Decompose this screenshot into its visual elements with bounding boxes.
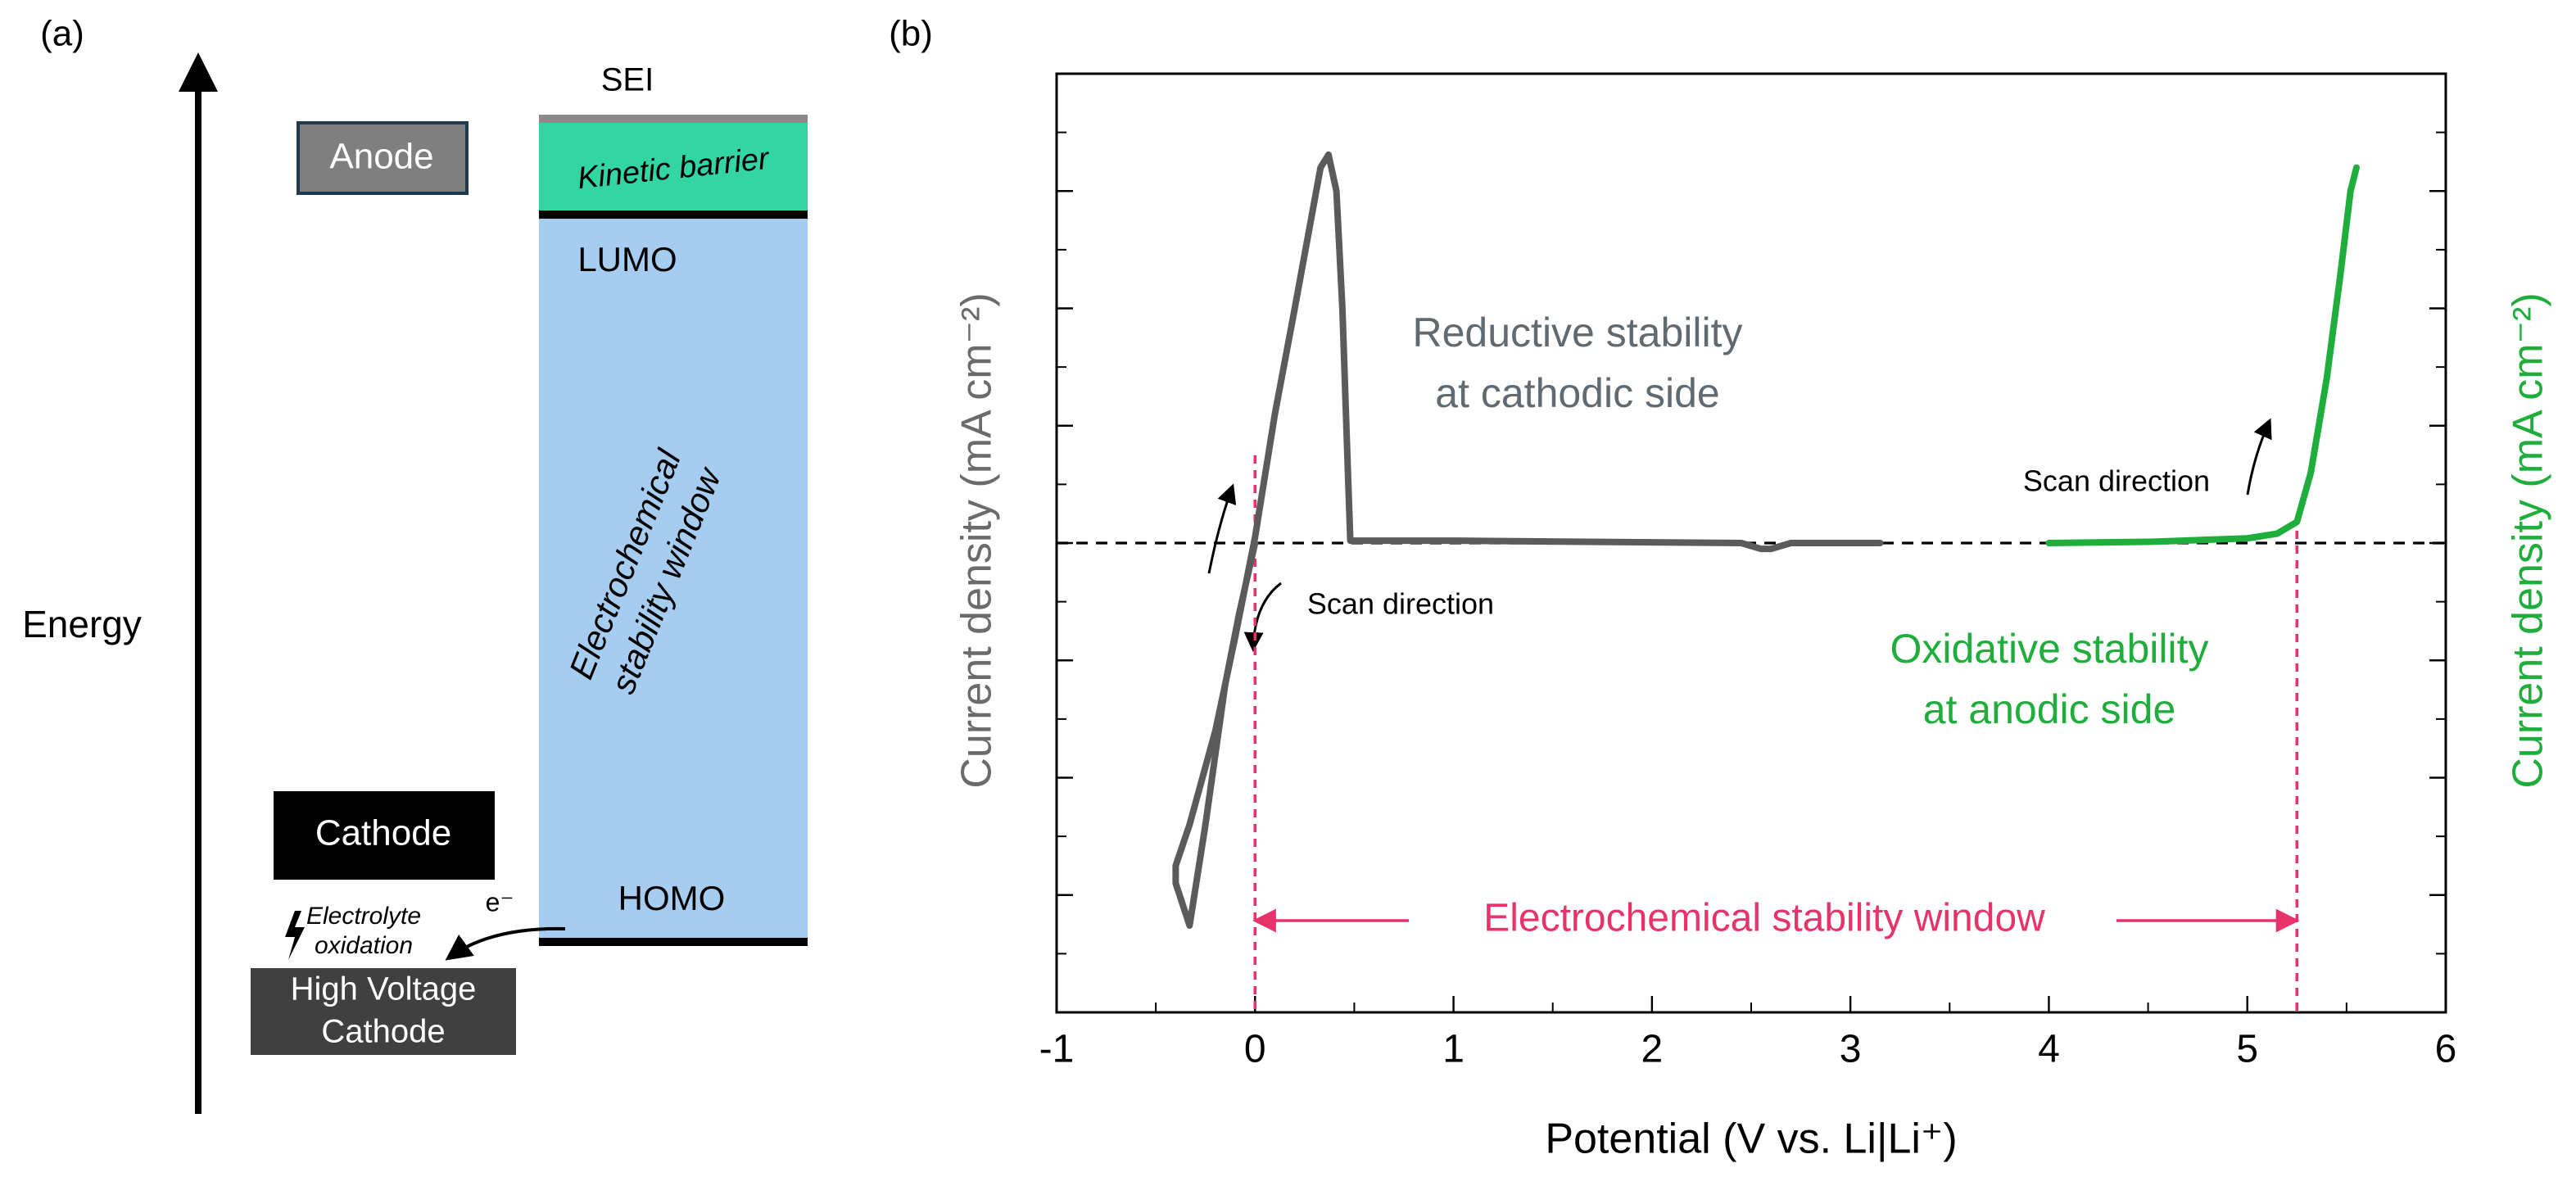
scan-arrow <box>2246 418 2272 496</box>
hv-cathode-label: Cathode <box>321 1014 445 1050</box>
cathode-box <box>274 791 495 880</box>
sei-layer <box>539 115 808 123</box>
cathode-label: Cathode <box>315 813 451 853</box>
x-tick-label: 2 <box>1641 1028 1664 1071</box>
panel-label: (a) <box>40 14 84 54</box>
x-tick-label: 1 <box>1442 1028 1465 1071</box>
homo-label: HOMO <box>618 879 726 917</box>
data-line <box>1172 151 1884 929</box>
oxidation-label: oxidation <box>315 932 413 959</box>
annotation: Scan direction <box>2023 464 2210 498</box>
anode-box <box>297 121 469 195</box>
scan-arrow <box>1243 582 1282 652</box>
x-tick-label: 3 <box>1840 1028 1862 1071</box>
oxidation-label: Electrolyte <box>306 903 421 930</box>
lightning-icon <box>285 911 305 960</box>
window-text: Electrochemical stability window <box>1483 897 2045 940</box>
sei-label: SEI <box>601 62 654 98</box>
y2-axis-label: Current density (mA cm⁻²) <box>2505 292 2552 788</box>
electron-arrow <box>445 926 566 961</box>
energy-label: Energy <box>22 603 142 645</box>
hv-cathode-box <box>251 968 516 1055</box>
x-tick-label: 6 <box>2435 1028 2457 1071</box>
lumo-label: LUMO <box>577 240 677 278</box>
scan-arrow <box>1207 483 1237 574</box>
annotation: Scan direction <box>1307 587 1494 621</box>
hv-cathode-label: High Voltage <box>291 971 477 1007</box>
kinetic-barrier <box>539 123 808 215</box>
annotation: Oxidative stability <box>1890 626 2208 672</box>
x-tick-label: 5 <box>2236 1028 2258 1071</box>
annotation: at anodic side <box>1923 686 2176 732</box>
panel-label: (b) <box>889 14 933 54</box>
x-tick-label: -1 <box>1039 1028 1075 1071</box>
x-tick-label: 4 <box>2038 1028 2060 1071</box>
electron-label: e⁻ <box>486 887 514 917</box>
plot-frame <box>1055 72 2447 1014</box>
x-axis-label: Potential (V vs. Li|Li⁺) <box>1545 1116 1957 1163</box>
data-line <box>2045 164 2360 546</box>
x-tick-label: 0 <box>1244 1028 1266 1071</box>
anode-label: Anode <box>329 137 433 177</box>
window-box <box>539 218 808 939</box>
annotation: Reductive stability <box>1413 310 1743 355</box>
y-axis-label: Current density (mA cm⁻²) <box>953 292 1001 788</box>
annotation: at cathodic side <box>1435 370 1719 416</box>
